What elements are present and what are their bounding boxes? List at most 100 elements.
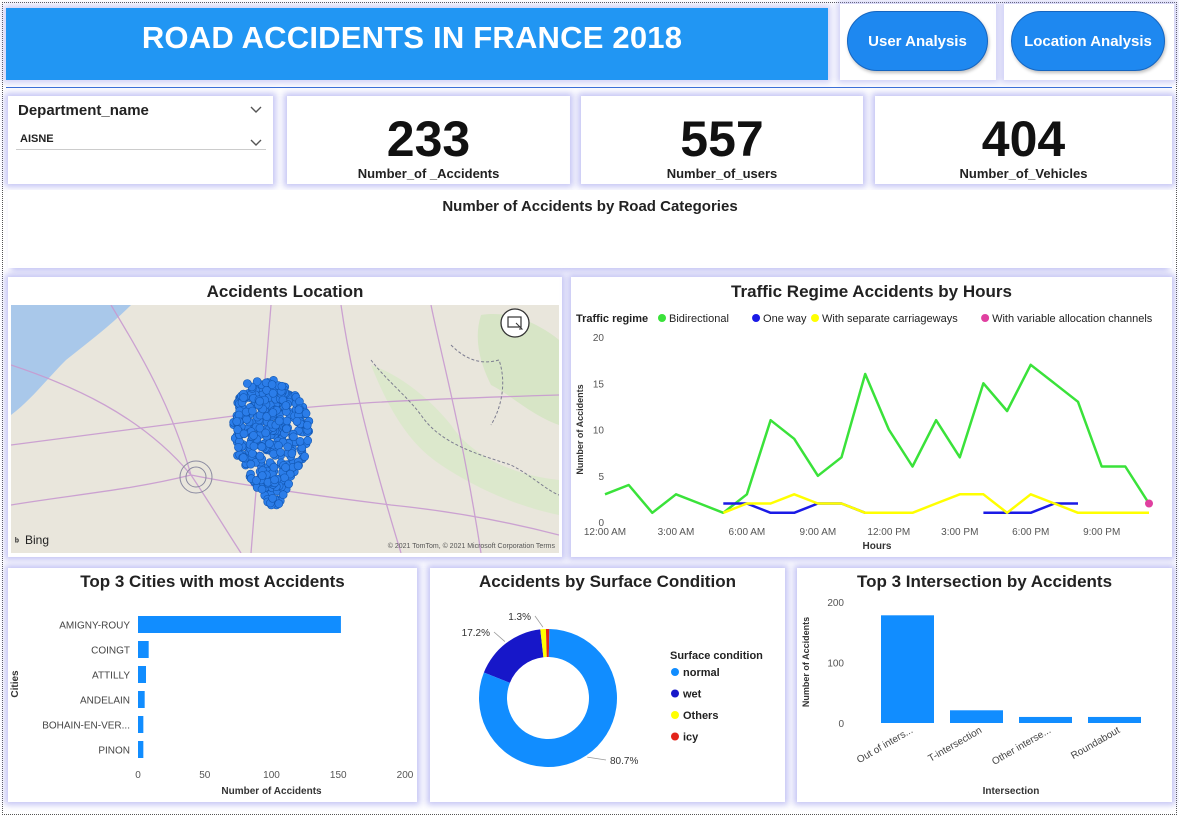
header-divider (6, 87, 1172, 88)
traffic-line-chart[interactable]: Traffic regime Bidirectional One way With s… (571, 305, 1172, 555)
accident-point (233, 425, 242, 434)
kpi-label: Number_of _Accidents (357, 166, 500, 181)
accident-point (282, 416, 292, 426)
user-analysis-card: User Analysis (840, 4, 996, 80)
map-copyright: © 2021 TomTom, © 2021 Microsoft Corporat… (388, 542, 556, 550)
x-tick-label: 6:00 AM (729, 527, 766, 538)
y-tick-label: 200 (827, 598, 844, 609)
bar (138, 616, 341, 633)
legend-item: With separate carriageways (822, 313, 958, 325)
legend-item: One way (763, 313, 807, 325)
category-label: Roundabout (1069, 725, 1122, 762)
traffic-chart-title: Traffic Regime Accidents by Hours (731, 282, 1012, 301)
accident-point (255, 396, 264, 406)
x-tick-label: 9:00 PM (1083, 527, 1120, 538)
accident-point (270, 475, 279, 485)
accident-point (303, 436, 313, 445)
y-tick-label: 15 (593, 379, 605, 390)
category-label: ANDELAIN (80, 696, 130, 707)
accident-point (281, 463, 290, 472)
legend-marker (981, 314, 990, 322)
intersection-bar-chart[interactable]: 0 100 200 Number of Accidents Out of inters.… (797, 596, 1172, 802)
y-axis-label: Number of Accidents (801, 617, 811, 707)
legend-item: icy (683, 732, 699, 744)
map-canvas[interactable]: ᵇ Bing © 2021 TomTom, © 2021 Microsoft C… (11, 305, 559, 553)
leader-line (534, 615, 544, 628)
y-axis-label: Cities (10, 670, 21, 698)
road-categories-title: Number of Accidents by Road Categories (442, 198, 738, 215)
focus-mode-icon[interactable] (500, 308, 530, 338)
donut-slice (479, 629, 617, 767)
x-tick-label: 100 (263, 770, 280, 781)
surface-chart-title: Accidents by Surface Condition (479, 572, 736, 591)
leader-line (493, 631, 506, 642)
accident-point (268, 389, 278, 398)
user-analysis-button[interactable]: User Analysis (847, 11, 988, 71)
bar (1019, 716, 1072, 723)
series-line (722, 493, 1149, 515)
accident-point (246, 459, 256, 469)
series-line (604, 363, 1151, 515)
map-title: Accidents Location (206, 282, 364, 301)
x-axis-label: Number of Accidents (221, 786, 322, 797)
legend-title: Surface condition (670, 650, 763, 662)
bar (881, 615, 934, 723)
kpi-card-users: 557 Number_of_users (581, 96, 863, 184)
category-label: ATTILLY (92, 671, 130, 682)
x-tick-label: 6:00 PM (1012, 527, 1049, 538)
accident-point (278, 490, 288, 499)
accident-point (268, 494, 277, 503)
accident-point (239, 453, 248, 462)
accident-point (283, 442, 293, 452)
y-tick-label: 0 (598, 518, 604, 529)
accident-point (274, 499, 284, 508)
accident-point (268, 408, 278, 417)
y-tick-label: 100 (827, 659, 844, 670)
location-analysis-button[interactable]: Location Analysis (1011, 11, 1165, 71)
bar (138, 641, 149, 658)
legend-item: wet (682, 689, 702, 701)
sea-area (11, 305, 131, 415)
slice-label: 17.2% (462, 628, 490, 639)
cities-bar-chart[interactable]: AMIGNY-ROUY COINGT ATTILLY ANDELAIN BOHAIN-E… (8, 596, 417, 802)
bar (138, 741, 144, 758)
cities-chart-title: Top 3 Cities with most Accidents (80, 572, 345, 591)
kpi-value: 557 (680, 111, 764, 167)
surface-donut-chart[interactable]: 80.7% 17.2% 1.3% Surface condition normal wet… (430, 596, 785, 802)
accident-point (294, 405, 304, 414)
title-banner: ROAD ACCIDENTS IN FRANCE 2018 (6, 8, 828, 80)
chevron-down-icon[interactable] (250, 105, 262, 117)
accident-point (234, 443, 243, 452)
slice-label: 1.3% (508, 612, 531, 623)
borders (370, 344, 559, 496)
x-tick-label: 3:00 PM (941, 527, 978, 538)
accident-point (239, 429, 249, 439)
accident-point (252, 377, 262, 386)
legend-marker (671, 689, 679, 698)
series-point (1145, 499, 1153, 508)
accident-point (258, 471, 267, 480)
leader-line (587, 756, 607, 761)
accident-point (248, 406, 257, 416)
legend-item: Bidirectional (669, 313, 729, 325)
accident-point (302, 420, 312, 430)
accident-point (257, 484, 267, 494)
accident-point (284, 479, 294, 489)
x-tick-label: 12:00 PM (867, 527, 910, 538)
accident-point (262, 412, 271, 421)
page-title: ROAD ACCIDENTS IN FRANCE 2018 (141, 20, 683, 55)
department-dropdown[interactable]: AISNE (16, 128, 266, 150)
intersection-chart-title: Top 3 Intersection by Accidents (856, 572, 1113, 591)
intersection-chart-visual: Top 3 Intersection by Accidents 0 100 200 N… (797, 568, 1172, 802)
accident-point (292, 417, 302, 426)
accident-point (265, 439, 274, 448)
kpi-card-accidents: 233 Number_of _Accidents (287, 96, 570, 184)
top-cities-chart-visual: Top 3 Cities with most Accidents AMIGNY-… (8, 568, 417, 802)
legend-item: normal (683, 667, 720, 679)
y-tick-label: 10 (593, 426, 605, 437)
accident-point (232, 417, 241, 426)
accident-point (276, 448, 285, 457)
bar (1088, 716, 1141, 723)
category-label: Other interse... (990, 725, 1053, 768)
